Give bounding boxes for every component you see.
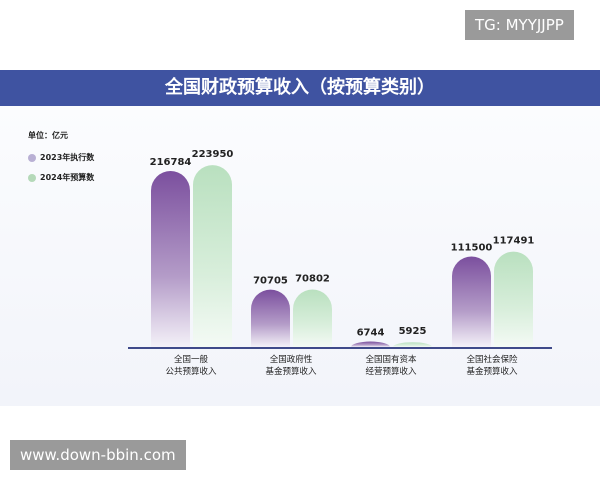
data-label-3-0: 111500 (451, 242, 493, 253)
bar-1-0 (251, 289, 290, 347)
category-label-2: 经营预算收入 (365, 366, 417, 377)
bar-1-1 (293, 289, 332, 347)
data-label-1-0: 70705 (253, 276, 288, 287)
data-label-0-0: 216784 (150, 157, 192, 168)
category-label-3: 基金预算收入 (466, 366, 518, 377)
category-label-1: 全国政府性 (270, 354, 313, 365)
bar-0-1 (193, 165, 232, 347)
category-label-2: 全国国有资本 (365, 354, 417, 365)
chart-title: 全国财政预算收入（按预算类别） (0, 70, 600, 106)
category-label-1: 基金预算收入 (265, 366, 317, 377)
data-label-3-1: 117491 (493, 236, 535, 247)
chart-background (0, 106, 600, 406)
legend-swatch-2024 (28, 173, 36, 182)
data-label-2-0: 6744 (357, 328, 385, 339)
legend-item-2023: 2023年执行数 (28, 152, 94, 163)
bar-3-1 (494, 251, 533, 347)
bar-2-1 (393, 342, 432, 347)
bar-0-0 (151, 171, 190, 347)
category-label-0: 全国一般 (174, 354, 209, 365)
category-label-3: 全国社会保险 (466, 354, 518, 365)
legend-label-2024: 2024年预算数 (40, 173, 95, 182)
watermark-bottom-left: www.down-bbin.com (10, 440, 186, 470)
data-label-0-1: 223950 (192, 149, 234, 160)
legend-item-2024: 2024年预算数 (28, 172, 94, 183)
category-label-0: 公共预算收入 (165, 366, 217, 377)
data-label-2-1: 5925 (399, 326, 427, 337)
watermark-top-right: TG: MYYJJPP (465, 10, 574, 40)
data-label-1-1: 70802 (295, 274, 330, 285)
bar-3-0 (452, 256, 491, 347)
legend-swatch-2023 (28, 153, 36, 162)
unit-label: 单位：亿元 (28, 131, 68, 140)
bar-2-0 (351, 341, 390, 347)
legend-label-2023: 2023年执行数 (40, 153, 95, 162)
